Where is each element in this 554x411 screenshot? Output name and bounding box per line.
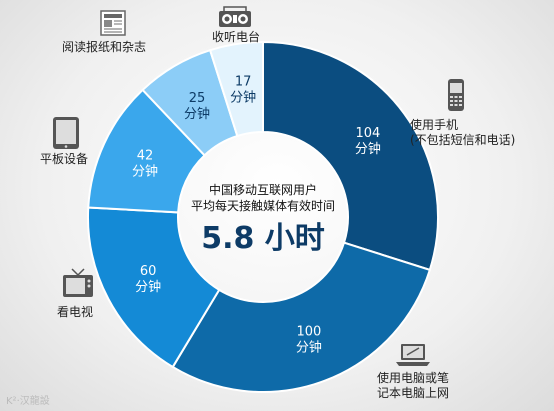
- label-tv: 看电视: [57, 305, 94, 319]
- watermark: K²·汉龍設: [6, 396, 50, 407]
- slice-value-label: 17: [235, 75, 252, 90]
- donut-slice: [87, 206, 221, 369]
- donut-slice: [208, 40, 264, 138]
- slice-unit-label: 分钟: [230, 90, 256, 106]
- newspaper-icon: [100, 10, 126, 36]
- slice-unit-label: 分钟: [296, 340, 322, 356]
- slice-unit-label: 分钟: [135, 279, 161, 295]
- slice-value-label: 104: [355, 126, 380, 141]
- label-tablet: 平板设备: [40, 152, 89, 166]
- radio-icon: [219, 6, 251, 27]
- center-total-value: 5.8 小时: [201, 221, 325, 256]
- slice-unit-label: 分钟: [355, 141, 381, 157]
- donut-slice: [171, 241, 432, 393]
- center-subtitle-line1: 中国移动互联网用户: [209, 182, 317, 197]
- tablet-icon: [53, 117, 79, 149]
- slice-value-label: 25: [189, 91, 206, 106]
- label-mobile: 使用手机 (不包括短信和电话): [410, 118, 516, 147]
- label-radio: 收听电台: [212, 30, 261, 44]
- tv-icon: [63, 268, 93, 297]
- slice-unit-label: 分钟: [132, 163, 158, 179]
- label-newspaper: 阅读报纸和杂志: [62, 40, 147, 54]
- mobile-phone-icon: [448, 79, 464, 111]
- slice-value-label: 42: [137, 148, 154, 163]
- slice-value-label: 100: [297, 325, 322, 340]
- donut-slice: [262, 40, 439, 272]
- center-subtitle-line2: 平均每天接触媒体有效时间: [191, 198, 335, 213]
- slice-unit-label: 分钟: [184, 106, 210, 122]
- slice-value-label: 60: [140, 264, 157, 279]
- label-laptop: 使用电脑或笔 记本电脑上网: [377, 371, 450, 400]
- laptop-icon: [396, 344, 430, 366]
